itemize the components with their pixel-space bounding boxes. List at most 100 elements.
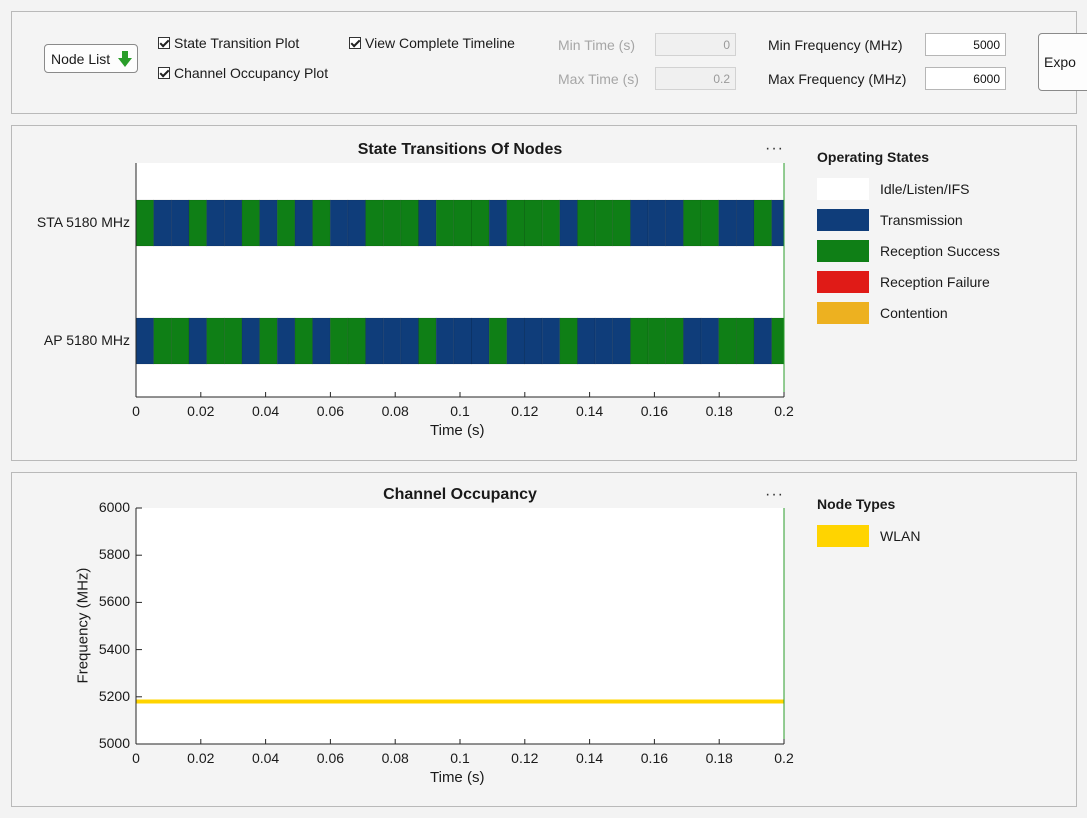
state-segment bbox=[135, 317, 154, 365]
state-segment bbox=[188, 317, 207, 365]
state-segment bbox=[312, 199, 331, 247]
export-button[interactable]: Expo bbox=[1038, 33, 1087, 91]
x-tick-label: 0.02 bbox=[187, 750, 215, 766]
axes-menu-icon[interactable]: ··· bbox=[765, 486, 784, 503]
state-segment bbox=[594, 317, 614, 365]
state-segment bbox=[524, 199, 543, 247]
state-segment bbox=[241, 199, 260, 247]
state-segment bbox=[400, 317, 419, 365]
x-tick-label: 0.12 bbox=[511, 403, 539, 419]
y-tick-label: AP 5180 MHz bbox=[43, 332, 130, 348]
state-segment bbox=[347, 317, 366, 365]
checkbox-label: Channel Occupancy Plot bbox=[174, 65, 329, 81]
state-segment bbox=[506, 199, 525, 247]
max-frequency-input[interactable] bbox=[925, 67, 1006, 90]
legend-item-wlan: WLAN bbox=[817, 525, 920, 547]
occupancy-plot-ylabel: Frequency (MHz) bbox=[74, 567, 92, 684]
y-tick-label: 5200 bbox=[98, 687, 130, 704]
state-segment bbox=[241, 317, 260, 365]
x-tick-label: 0.16 bbox=[640, 403, 669, 419]
export-label: Expo bbox=[1044, 54, 1076, 70]
legend-label: Transmission bbox=[880, 212, 963, 228]
legend-swatch bbox=[817, 271, 869, 293]
view-complete-timeline-checkbox[interactable]: View Complete Timeline bbox=[349, 35, 515, 51]
state-segment bbox=[418, 317, 437, 365]
checkbox-check-icon bbox=[158, 37, 170, 49]
state-segment bbox=[771, 199, 785, 247]
legend-item-reception-failure: Reception Failure bbox=[817, 271, 990, 293]
state-segment bbox=[718, 317, 737, 365]
state-segment bbox=[736, 317, 755, 365]
checkbox-label: State Transition Plot bbox=[174, 35, 300, 51]
state-segment bbox=[577, 317, 596, 365]
state-segment bbox=[559, 199, 578, 247]
state-segment bbox=[223, 199, 243, 247]
state-segment bbox=[541, 317, 561, 365]
legend-label: Reception Failure bbox=[880, 274, 990, 290]
x-tick-label: 0 bbox=[132, 403, 140, 419]
y-tick-label: STA 5180 MHz bbox=[36, 214, 130, 230]
state-transitions-panel: State Transitions Of Nodes ··· STA 5180 … bbox=[11, 125, 1077, 461]
x-tick-label: 0.12 bbox=[511, 750, 539, 766]
node-list-label: Node List bbox=[51, 50, 111, 67]
min-frequency-input[interactable] bbox=[925, 33, 1006, 56]
state-segment bbox=[736, 199, 755, 247]
state-segment bbox=[630, 317, 649, 365]
legend-swatch bbox=[817, 178, 869, 200]
state-segment bbox=[559, 317, 578, 365]
state-segment bbox=[171, 199, 190, 247]
channel-occupancy-panel: Channel Occupancy ··· 5000 5200 5400 5600 58… bbox=[11, 472, 1077, 807]
y-tick-label: 5000 bbox=[98, 735, 130, 751]
state-segment bbox=[577, 199, 596, 247]
state-segment bbox=[612, 199, 631, 247]
state-segment bbox=[488, 317, 508, 365]
checkbox-label: View Complete Timeline bbox=[365, 35, 515, 51]
state-segment bbox=[665, 199, 684, 247]
min-frequency-label: Min Frequency (MHz) bbox=[768, 37, 903, 53]
x-tick-label: 0.16 bbox=[640, 750, 669, 766]
state-segment bbox=[488, 199, 508, 247]
x-tick-label: 0.18 bbox=[705, 403, 733, 419]
checkbox-check-icon bbox=[158, 67, 170, 79]
legend-label: WLAN bbox=[880, 528, 921, 544]
state-segment bbox=[206, 199, 225, 247]
occupancy-plot-xlabel: Time (s) bbox=[430, 769, 485, 786]
max-time-label: Max Time (s) bbox=[558, 71, 639, 87]
min-time-input[interactable] bbox=[655, 33, 736, 56]
state-segment bbox=[294, 199, 313, 247]
max-time-input[interactable] bbox=[655, 67, 736, 90]
x-tick-label: 0.04 bbox=[251, 403, 280, 419]
legend-item-idle: Idle/Listen/IFS bbox=[817, 178, 970, 200]
occupancy-plot-axes bbox=[136, 508, 784, 744]
state-segment bbox=[506, 317, 525, 365]
state-segment bbox=[718, 199, 737, 247]
legend-item-contention: Contention bbox=[817, 302, 948, 324]
state-segment bbox=[223, 317, 243, 365]
node-types-legend-title: Node Types bbox=[817, 496, 896, 512]
state-segment bbox=[453, 199, 472, 247]
state-segment bbox=[435, 199, 455, 247]
state-segment bbox=[683, 317, 702, 365]
x-tick-label: 0.1 bbox=[450, 750, 470, 766]
state-segment bbox=[665, 317, 684, 365]
x-tick-label: 0.08 bbox=[381, 750, 409, 766]
state-segment bbox=[647, 199, 667, 247]
state-segment bbox=[753, 199, 772, 247]
axes-menu-icon[interactable]: ··· bbox=[765, 140, 784, 157]
state-segment bbox=[347, 199, 366, 247]
min-time-label: Min Time (s) bbox=[558, 37, 635, 53]
legend-label: Contention bbox=[880, 305, 948, 321]
legend-swatch bbox=[817, 302, 869, 324]
channel-occupancy-plot-checkbox[interactable]: Channel Occupancy Plot bbox=[158, 65, 328, 81]
y-tick-label: 5800 bbox=[98, 546, 130, 563]
state-transition-plot-checkbox[interactable]: State Transition Plot bbox=[158, 35, 299, 51]
node-list-button[interactable]: Node List bbox=[44, 44, 138, 73]
state-segment bbox=[276, 317, 296, 365]
state-segment bbox=[382, 317, 402, 365]
x-tick-label: 0.18 bbox=[705, 750, 733, 766]
state-segment bbox=[206, 317, 225, 365]
state-legend-title: Operating States bbox=[817, 149, 930, 165]
state-segment bbox=[630, 199, 649, 247]
state-plot-canvas bbox=[135, 163, 785, 398]
x-tick-label: 0.06 bbox=[316, 750, 345, 766]
